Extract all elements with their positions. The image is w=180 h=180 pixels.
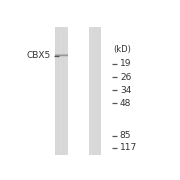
Bar <box>55 55 68 56</box>
Bar <box>100 27 101 155</box>
Bar <box>56 27 57 155</box>
Bar <box>55 27 68 155</box>
Bar <box>95 27 96 155</box>
Bar <box>55 56 68 57</box>
Text: CBX5: CBX5 <box>27 51 51 60</box>
Bar <box>58 27 59 155</box>
Bar <box>94 27 95 155</box>
Bar <box>62 27 63 155</box>
Text: (kD): (kD) <box>113 45 131 54</box>
Bar <box>55 55 68 56</box>
Bar <box>91 27 92 155</box>
Bar <box>93 27 94 155</box>
Bar <box>55 54 68 55</box>
Bar <box>57 27 58 155</box>
Text: 48: 48 <box>120 99 131 108</box>
Bar <box>55 27 56 155</box>
Bar <box>98 27 99 155</box>
Bar <box>96 27 97 155</box>
Bar <box>61 27 62 155</box>
Bar <box>89 27 90 155</box>
Bar <box>59 27 60 155</box>
Bar <box>67 27 68 155</box>
Text: 19: 19 <box>120 59 131 68</box>
Text: 34: 34 <box>120 86 131 95</box>
Bar <box>65 27 66 155</box>
Bar <box>64 27 65 155</box>
Bar <box>66 27 67 155</box>
Text: 117: 117 <box>120 143 137 152</box>
Bar <box>90 27 91 155</box>
Bar <box>89 27 101 155</box>
Text: 85: 85 <box>120 131 131 140</box>
Bar <box>63 27 64 155</box>
Bar <box>60 27 61 155</box>
Bar <box>92 27 93 155</box>
Text: 26: 26 <box>120 73 131 82</box>
Bar <box>99 27 100 155</box>
Bar <box>97 27 98 155</box>
